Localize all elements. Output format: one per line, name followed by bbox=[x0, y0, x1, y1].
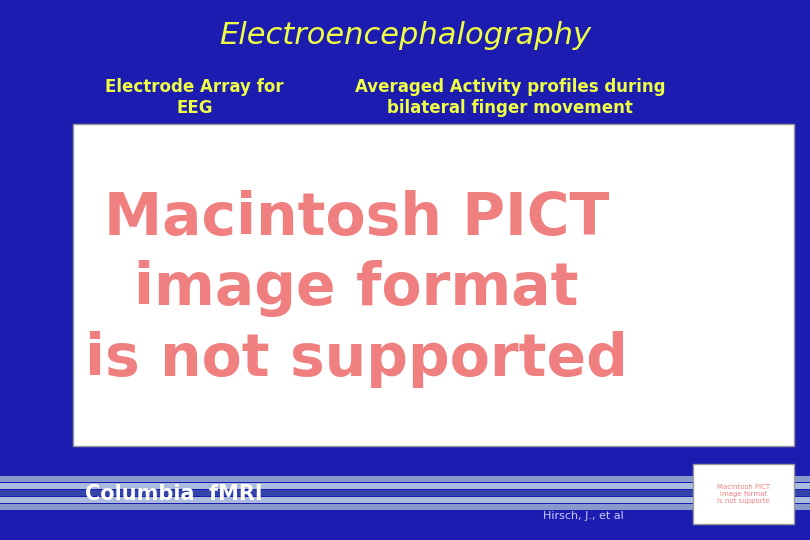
Text: Columbia  fMRI: Columbia fMRI bbox=[85, 484, 263, 504]
Text: Hirsch, J., et al: Hirsch, J., et al bbox=[543, 511, 624, 521]
Bar bbox=[693, 464, 794, 524]
Bar bbox=[0, 490, 810, 496]
Bar bbox=[0, 483, 810, 489]
Text: Electrode Array for
EEG: Electrode Array for EEG bbox=[105, 78, 284, 117]
Bar bbox=[0, 476, 810, 482]
Text: Electroencephalography: Electroencephalography bbox=[219, 21, 591, 50]
Text: Macintosh PICT
image format
is not supported: Macintosh PICT image format is not suppo… bbox=[85, 190, 628, 388]
Text: Macintosh PICT
image format
is not supporte: Macintosh PICT image format is not suppo… bbox=[717, 484, 770, 504]
Text: Averaged Activity profiles during
bilateral finger movement: Averaged Activity profiles during bilate… bbox=[355, 78, 666, 117]
Bar bbox=[73, 124, 794, 446]
Bar bbox=[0, 497, 810, 503]
Bar bbox=[0, 504, 810, 510]
